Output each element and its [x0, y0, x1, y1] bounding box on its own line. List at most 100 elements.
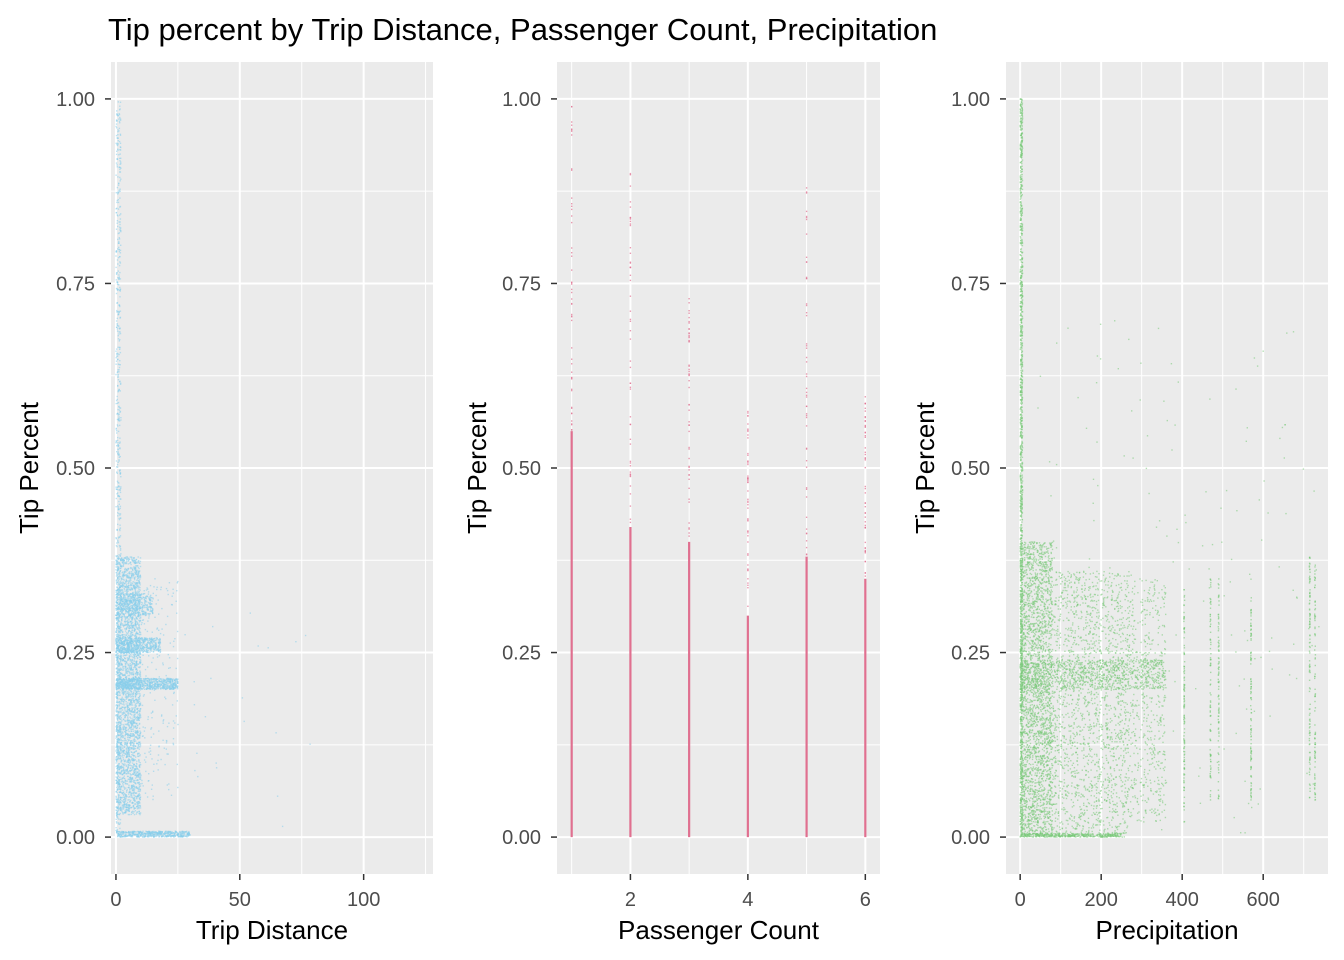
data-point [116, 402, 119, 404]
data-point [119, 827, 121, 830]
data-point [115, 798, 117, 800]
data-point [130, 645, 132, 648]
data-point [134, 707, 136, 709]
data-point [117, 809, 120, 811]
data-point [127, 723, 129, 725]
data-point [134, 800, 136, 803]
data-point [135, 723, 138, 725]
data-point [134, 726, 137, 729]
data-point [123, 607, 126, 610]
data-point [118, 340, 120, 342]
data-point [124, 562, 126, 564]
data-point [120, 797, 122, 799]
data-point [131, 659, 133, 661]
data-point [115, 402, 117, 405]
data-point [123, 690, 125, 692]
data-point [134, 699, 136, 702]
data-point [123, 786, 125, 788]
data-point [119, 407, 121, 409]
data-point [126, 804, 128, 806]
data-point [125, 672, 127, 674]
data-point [136, 715, 139, 718]
data-point [129, 770, 131, 772]
data-point [135, 725, 137, 727]
data-point [116, 570, 118, 572]
data-point [117, 541, 120, 544]
data-point [135, 689, 137, 692]
data-point [133, 655, 135, 657]
data-point [131, 802, 133, 804]
data-point [154, 687, 156, 690]
data-point [121, 565, 123, 567]
data-point [129, 603, 131, 606]
data-point [126, 780, 128, 782]
data-point [130, 788, 132, 790]
data-point [116, 486, 119, 488]
data-point [133, 765, 135, 767]
data-point [159, 649, 161, 651]
data-point [124, 798, 126, 800]
data-point [131, 648, 133, 650]
data-point [127, 637, 130, 639]
data-point [132, 778, 134, 781]
data-point [119, 455, 121, 458]
data-point [139, 670, 141, 672]
data-point [134, 745, 137, 747]
data-point [118, 626, 121, 628]
data-point [136, 621, 139, 624]
data-point [134, 573, 137, 575]
data-point [118, 554, 120, 556]
data-point [122, 590, 124, 593]
data-point [126, 729, 128, 732]
data-point [131, 573, 133, 575]
data-point [128, 630, 130, 632]
data-point [133, 746, 135, 749]
data-point [119, 168, 121, 171]
data-point [126, 742, 128, 744]
data-point [117, 129, 119, 131]
data-point [131, 723, 134, 726]
data-point [115, 399, 118, 402]
data-point [135, 782, 137, 784]
data-point [130, 806, 133, 809]
data-point [134, 565, 137, 567]
data-point [139, 673, 142, 676]
data-point [122, 581, 125, 584]
data-point [132, 754, 134, 756]
data-point [118, 495, 121, 498]
data-point [120, 582, 122, 584]
data-point [129, 673, 131, 675]
data-point [121, 617, 123, 620]
data-point [124, 676, 127, 679]
data-point [119, 772, 121, 774]
data-point [165, 684, 167, 686]
data-point [120, 687, 123, 689]
data-point [139, 620, 141, 622]
data-point [139, 693, 141, 695]
data-point [135, 668, 137, 671]
data-point [119, 558, 121, 560]
data-point [120, 667, 122, 669]
data-point [123, 588, 126, 591]
data-point [137, 737, 139, 739]
data-point [117, 134, 119, 136]
data-point [116, 736, 118, 738]
data-point [120, 624, 122, 626]
data-point [116, 557, 119, 559]
data-point [123, 574, 125, 577]
data-point [133, 738, 135, 740]
data-point [119, 731, 121, 733]
data-point [131, 708, 133, 710]
data-point [121, 561, 124, 564]
data-point [120, 640, 122, 642]
data-point [127, 618, 129, 620]
data-point [118, 544, 121, 547]
data-point [119, 776, 121, 778]
data-point [166, 685, 169, 687]
data-point [118, 310, 120, 313]
data-point [118, 276, 120, 278]
data-point [129, 760, 132, 762]
data-point [123, 625, 125, 628]
data-point [118, 331, 120, 333]
data-point [132, 781, 135, 783]
